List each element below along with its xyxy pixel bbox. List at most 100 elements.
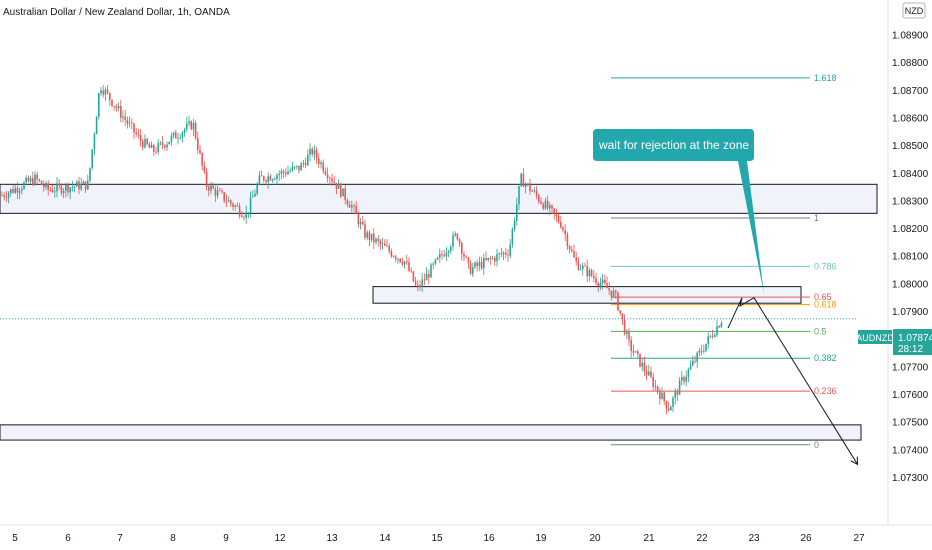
candle-body <box>76 181 78 187</box>
price-tick-label: 1.07700 <box>892 362 929 373</box>
time-tick-label: 9 <box>223 533 229 544</box>
price-label-bg <box>893 329 932 355</box>
candle-body <box>172 132 175 136</box>
candle-body <box>601 279 604 284</box>
candle-body <box>252 196 254 198</box>
candle-body <box>214 188 217 196</box>
candle-body <box>472 267 474 275</box>
candle-body <box>120 105 122 118</box>
candle-body <box>150 144 153 148</box>
candle-body <box>111 99 113 106</box>
callout[interactable]: wait for rejection at the zone <box>593 129 764 294</box>
candle-body <box>463 253 465 257</box>
price-tick-label: 1.08600 <box>892 113 929 124</box>
candle-body <box>392 256 395 258</box>
candle-body <box>23 182 25 189</box>
zones-layer <box>0 183 878 441</box>
candle-body <box>364 224 366 238</box>
candle-body <box>542 203 544 209</box>
symbol-label: AUDNZD <box>856 333 894 343</box>
candle-body <box>643 362 646 371</box>
candle-body <box>269 176 272 181</box>
candle-body <box>573 251 575 258</box>
time-tick-label: 15 <box>431 533 443 544</box>
candle-body <box>227 200 230 202</box>
drawings-layer <box>727 297 857 464</box>
candle-body <box>131 122 133 124</box>
candle-body <box>522 173 525 187</box>
candle-body <box>7 193 10 198</box>
candle-body <box>65 184 67 191</box>
candle-body <box>168 141 170 145</box>
candle-body <box>604 279 606 284</box>
candle-body <box>289 170 291 172</box>
candle-body <box>582 265 584 270</box>
candle-body <box>637 351 639 354</box>
candle-body <box>69 187 71 193</box>
candle-body <box>641 362 643 367</box>
candle-body <box>109 92 111 100</box>
support-resistance-zone[interactable] <box>0 183 878 214</box>
candle-body <box>432 263 434 265</box>
candle-body <box>478 262 481 266</box>
candle-body <box>355 205 357 214</box>
projection-zigzag[interactable] <box>727 297 755 329</box>
time-axis[interactable]: 5 6 7 8 9 12 13 14 15 16 19 20 21 22 23 26 27 <box>12 533 865 544</box>
projection-arrow[interactable] <box>753 297 857 464</box>
price-tick-label: 1.08000 <box>892 279 929 290</box>
candle-body <box>458 239 461 243</box>
candle-body <box>612 290 615 297</box>
currency-badge[interactable]: NZD <box>902 2 926 19</box>
candle-body <box>340 183 342 197</box>
candle-body <box>414 281 417 285</box>
candle-body <box>546 200 549 209</box>
candle-body <box>3 195 5 198</box>
candle-body <box>285 172 287 175</box>
candle-body <box>47 183 49 190</box>
candle-body <box>419 285 421 287</box>
candle-body <box>617 292 619 311</box>
candle-body <box>133 123 135 133</box>
candle-body <box>148 144 151 148</box>
candle-body <box>718 326 720 328</box>
candle-body <box>280 170 283 174</box>
support-resistance-zone[interactable] <box>372 286 802 304</box>
candle-body <box>648 371 650 376</box>
price-tick-label: 1.08700 <box>892 86 929 97</box>
price-axis[interactable]: 1.07300 1.07400 1.07500 1.07600 1.07700 1.078… <box>892 31 929 484</box>
candle-body <box>267 176 269 183</box>
candle-body <box>577 261 580 270</box>
candle-body <box>678 380 681 395</box>
candle-body <box>221 190 223 193</box>
support-resistance-zone[interactable] <box>0 424 862 441</box>
candle-body <box>599 283 602 287</box>
candle-body <box>175 132 177 139</box>
candle-body <box>126 120 129 124</box>
candle-body <box>652 376 654 388</box>
fib-level-label: 0.65 <box>814 292 832 302</box>
candle-body <box>14 188 16 193</box>
candle-body <box>192 122 195 130</box>
candle-body <box>161 142 164 146</box>
price-tick-label: 1.08100 <box>892 252 929 263</box>
candle-body <box>410 270 412 272</box>
candle-body <box>89 167 91 181</box>
time-tick-label: 6 <box>65 533 71 544</box>
candle-body <box>676 391 679 395</box>
candle-body <box>29 177 32 182</box>
candle-body <box>623 319 626 335</box>
candle-body <box>496 254 498 262</box>
candle-body <box>201 153 203 166</box>
time-tick-label: 20 <box>589 533 601 544</box>
time-tick-label: 8 <box>170 533 176 544</box>
candle-body <box>685 376 687 382</box>
candle-body <box>102 90 104 95</box>
candle-body <box>254 193 256 197</box>
candle-body <box>375 238 377 243</box>
candle-body <box>232 203 234 207</box>
candle-body <box>144 138 146 148</box>
candle-body <box>179 137 181 139</box>
candle-body <box>650 371 652 377</box>
candle-body <box>58 183 60 186</box>
